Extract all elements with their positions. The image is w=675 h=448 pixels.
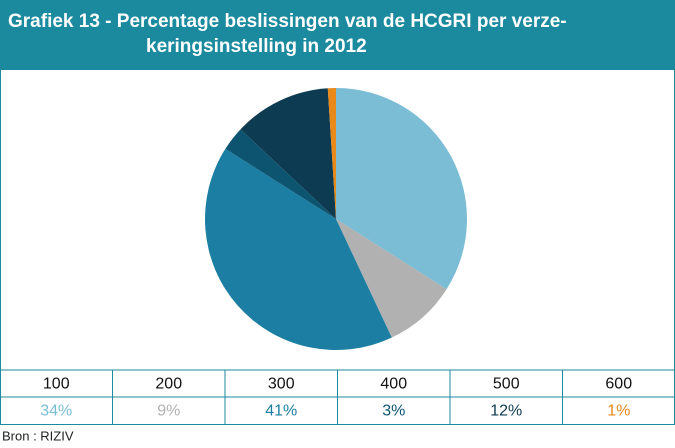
value-label: 1% <box>607 403 630 420</box>
category-label: 300 <box>268 376 295 393</box>
pie-slice <box>204 148 392 351</box>
value-label: 34% <box>40 403 72 420</box>
category-label: 200 <box>155 376 182 393</box>
pie-slice <box>225 129 336 219</box>
category-label: 500 <box>493 376 520 393</box>
chart-title: keringsinstelling in 2012 <box>146 36 367 57</box>
value-label: 3% <box>382 403 405 420</box>
value-label: 9% <box>157 403 180 420</box>
pie-slice <box>336 219 447 338</box>
chart-title: Grafiek 13 - Percentage beslissingen van… <box>8 11 567 32</box>
header-band <box>0 0 675 70</box>
category-label: 100 <box>43 376 70 393</box>
pie-slice <box>327 88 336 219</box>
value-label: 12% <box>490 403 522 420</box>
category-label: 400 <box>380 376 407 393</box>
pie-slice <box>336 88 467 290</box>
pie-slice <box>240 88 336 219</box>
source: Bron : RIZIV <box>2 428 74 443</box>
value-label: 41% <box>265 403 297 420</box>
category-label: 600 <box>605 376 632 393</box>
